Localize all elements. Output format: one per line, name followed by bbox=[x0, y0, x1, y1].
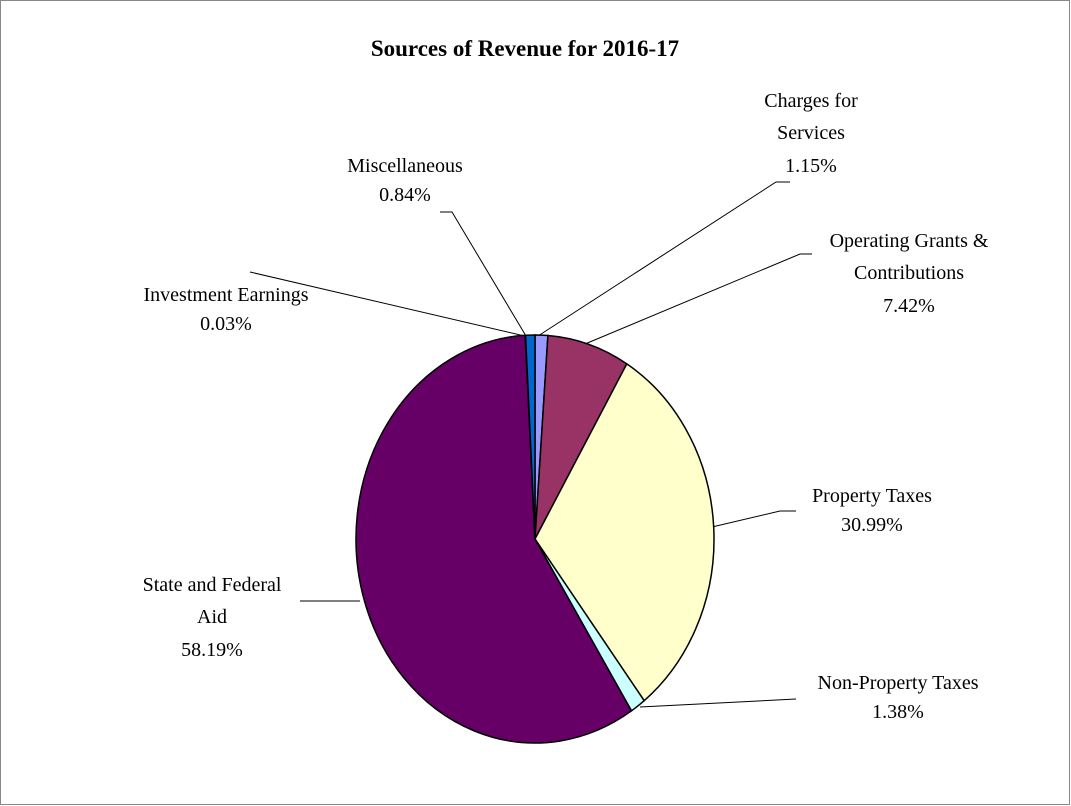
slice-label: Operating Grants & Contributions bbox=[830, 230, 989, 284]
pie-slice bbox=[355, 334, 633, 744]
slice-label: Property Taxes bbox=[812, 485, 932, 507]
leader-line bbox=[584, 253, 812, 345]
leader-line bbox=[537, 181, 790, 337]
slice-value-label: 0.84% bbox=[379, 184, 431, 206]
slice-label: Non-Property Taxes bbox=[818, 672, 979, 694]
slice-value-label: 7.42% bbox=[883, 295, 935, 317]
leader-line bbox=[639, 698, 797, 708]
leader-line bbox=[440, 211, 527, 337]
slice-label: Miscellaneous bbox=[347, 155, 463, 177]
slice-value-label: 0.03% bbox=[200, 313, 252, 335]
slice-label: State and Federal Aid bbox=[143, 574, 282, 628]
slice-label: Charges for Services bbox=[764, 90, 858, 144]
slice-label: Investment Earnings bbox=[144, 284, 309, 306]
chart-title: Sources of Revenue for 2016-17 bbox=[371, 36, 679, 61]
leader-line bbox=[711, 510, 796, 528]
leader-lines bbox=[249, 181, 812, 708]
leader-line bbox=[249, 271, 530, 338]
slice-value-label: 30.99% bbox=[841, 514, 903, 536]
slice-value-label: 1.15% bbox=[785, 155, 837, 177]
slice-value-label: 1.38% bbox=[872, 701, 924, 723]
pie-slice bbox=[534, 362, 715, 702]
pie bbox=[355, 334, 715, 744]
slice-value-label: 58.19% bbox=[181, 639, 243, 661]
pie-slice bbox=[524, 334, 536, 540]
